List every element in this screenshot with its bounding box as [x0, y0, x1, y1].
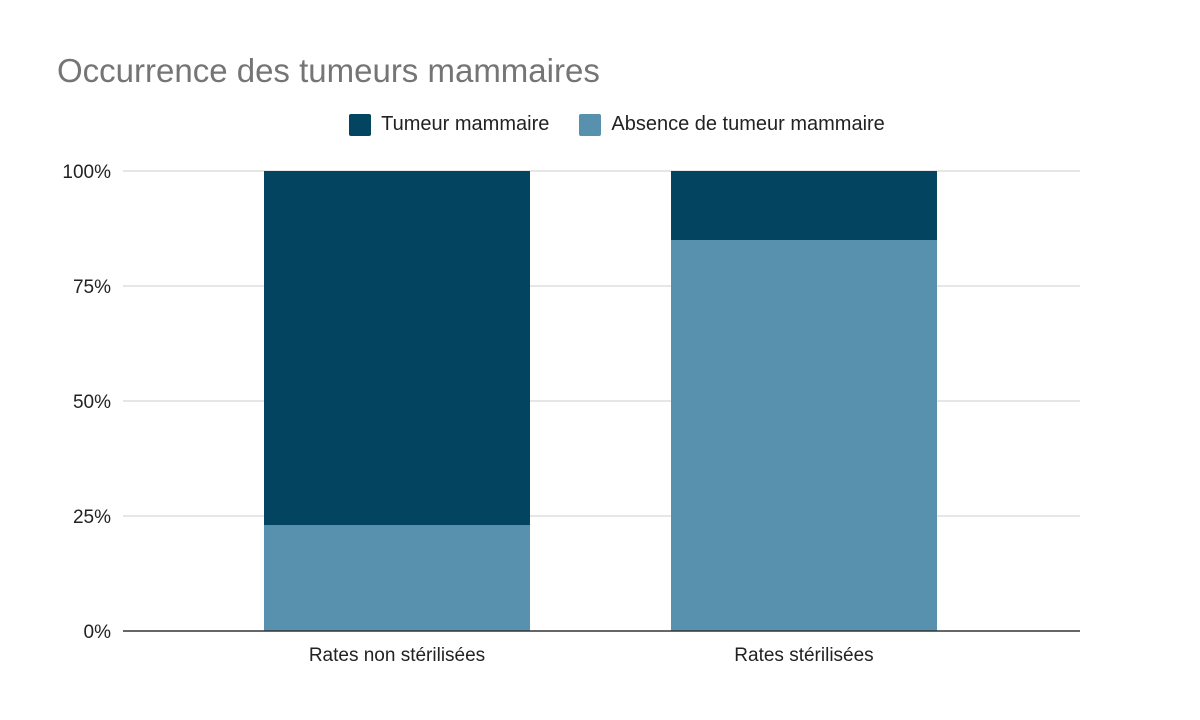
legend-item-tumeur[interactable]: Tumeur mammaire — [349, 113, 549, 136]
legend-swatch-tumeur — [349, 113, 372, 136]
y-tick-label: 25% — [73, 507, 111, 528]
x-tick-label: Rates non stérilisées — [309, 645, 485, 666]
y-tick-label: 75% — [73, 277, 111, 298]
legend-label-absence: Absence de tumeur mammaire — [611, 113, 885, 135]
legend-swatch-absence — [579, 113, 602, 136]
x-tick-label: Rates stérilisées — [734, 645, 873, 666]
bar-segment — [671, 240, 937, 631]
y-tick-label: 100% — [62, 162, 111, 183]
y-tick-label: 50% — [73, 392, 111, 413]
bar-segment — [671, 171, 937, 240]
bar-segment — [264, 171, 530, 526]
y-tick-label: 0% — [84, 622, 112, 643]
legend-item-absence[interactable]: Absence de tumeur mammaire — [579, 113, 885, 136]
chart-title: Occurrence des tumeurs mammaires — [57, 52, 600, 89]
bar-segment — [264, 525, 530, 631]
legend-label-tumeur: Tumeur mammaire — [381, 113, 550, 135]
legend: Tumeur mammaire Absence de tumeur mammai… — [0, 113, 1200, 136]
